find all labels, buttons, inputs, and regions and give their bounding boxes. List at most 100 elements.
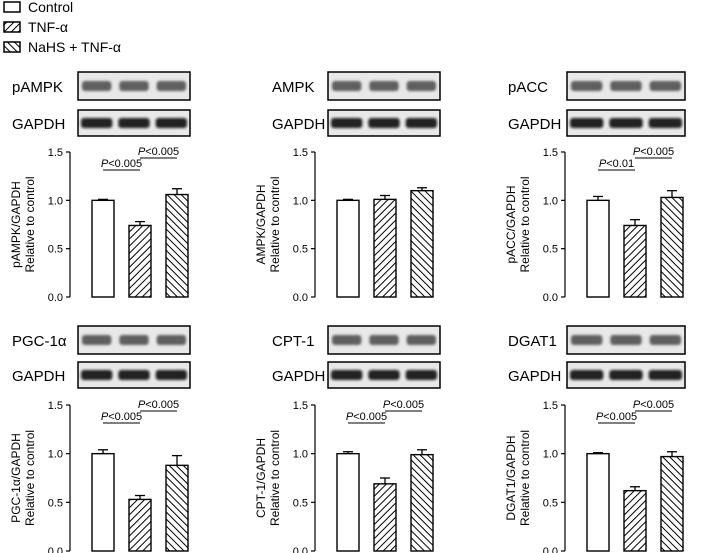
bar — [410, 189, 434, 298]
y-tick-label: 1.0 — [543, 449, 558, 461]
y-tick-label: 1.0 — [293, 195, 308, 207]
blot-band — [369, 335, 399, 345]
blot-band — [571, 81, 603, 91]
legend-item-tnf: TNF-α — [3, 19, 68, 35]
legend-label: TNF-α — [28, 19, 68, 35]
y-tick-label: 0.5 — [293, 244, 308, 256]
bar — [165, 464, 189, 552]
panel-pacc: pACC GAPDH 0.0 0.5 1.0 1.5 pACC/GAPDH Relative … — [504, 71, 686, 304]
blot-band — [610, 81, 642, 91]
blot-label-gapdh: GAPDH — [508, 368, 561, 385]
y-tick-label: 1.5 — [48, 400, 63, 412]
blot-band — [155, 370, 187, 380]
blot-band — [406, 335, 436, 345]
y-axis-label: pACC/GAPDH — [504, 185, 518, 263]
y-tick-label: 0.5 — [293, 497, 308, 509]
p-value-label: P<0.005 — [138, 399, 179, 411]
blot-band — [155, 118, 187, 128]
legend-swatch-nahs-tnf — [3, 41, 21, 53]
y-tick-label: 0.5 — [543, 497, 558, 509]
legend-item-control: Control — [3, 0, 73, 15]
y-tick-label: 1.0 — [48, 195, 63, 207]
y-tick-label: 1.5 — [293, 147, 308, 159]
y-axis-sublabel: Relative to control — [23, 430, 37, 526]
blot-label-gapdh: GAPDH — [508, 116, 561, 133]
blot-label: PGC-1α — [12, 333, 67, 350]
blot-band — [81, 370, 113, 380]
bar — [128, 224, 152, 298]
blot-band — [570, 118, 604, 128]
blot-band — [81, 118, 113, 128]
y-tick-label: 0.5 — [48, 497, 63, 509]
blot-label: CPT-1 — [272, 333, 315, 350]
y-axis-label: CPT-1/GAPDH — [254, 438, 268, 518]
blot-band — [649, 81, 681, 91]
y-tick-label: 0.0 — [543, 292, 558, 304]
y-axis-sublabel: Relative to control — [268, 430, 282, 526]
p-value-label: P<0.005 — [383, 399, 424, 411]
y-axis-label: PGC-1α/GAPDH — [9, 433, 23, 523]
y-tick-label: 1.5 — [293, 400, 308, 412]
blot-label-gapdh: GAPDH — [12, 116, 65, 133]
blot-band — [648, 370, 682, 380]
legend-swatch-tnf — [3, 21, 21, 33]
bar — [91, 452, 115, 552]
blot-label: pAMPK — [12, 79, 63, 96]
bar — [623, 224, 647, 298]
bar — [128, 498, 152, 552]
blot-band — [82, 81, 112, 91]
p-value-label: P<0.005 — [346, 411, 387, 423]
bar — [660, 196, 684, 298]
panel-ampk: AMPK GAPDH 0.0 0.5 1.0 1.5 AMPK/GAPDH Relative … — [254, 71, 441, 304]
y-axis-sublabel: Relative to control — [268, 176, 282, 272]
y-tick-label: 0.5 — [48, 244, 63, 256]
blot-band — [119, 335, 149, 345]
y-tick-label: 0.0 — [48, 546, 63, 553]
p-value-label: P<0.005 — [101, 411, 142, 423]
blot-band — [609, 118, 643, 128]
blot-label-gapdh: GAPDH — [272, 116, 325, 133]
y-axis-sublabel: Relative to control — [23, 176, 37, 272]
legend-swatch-control — [3, 1, 21, 13]
blot-label-gapdh: GAPDH — [272, 368, 325, 385]
blot-band — [331, 118, 363, 128]
blot-band — [649, 335, 681, 345]
y-axis-sublabel: Relative to control — [518, 430, 532, 526]
panel-dgat1: DGAT1 GAPDH 0.0 0.5 1.0 1.5 DGAT1/GAPDH Relativ… — [504, 325, 686, 553]
blot-band — [368, 370, 400, 380]
y-axis-label: AMPK/GAPDH — [254, 184, 268, 264]
panel-cpt-1: CPT-1 GAPDH 0.0 0.5 1.0 1.5 CPT-1/GAPDH Relativ… — [254, 325, 441, 553]
y-tick-label: 1.5 — [543, 400, 558, 412]
blot-band — [405, 118, 437, 128]
blot-band — [405, 370, 437, 380]
y-tick-label: 0.5 — [543, 244, 558, 256]
y-tick-label: 0.0 — [543, 546, 558, 553]
blot-band — [571, 335, 603, 345]
blot-band — [156, 81, 186, 91]
p-value-label: P<0.005 — [138, 146, 179, 158]
bar — [410, 453, 434, 552]
bar — [586, 452, 610, 552]
blot-band — [156, 335, 186, 345]
y-tick-label: 0.0 — [48, 292, 63, 304]
blot-band — [368, 118, 400, 128]
legend-item-nahs-tnf: NaHS + TNF-α — [3, 39, 121, 55]
legend-label: NaHS + TNF-α — [28, 39, 121, 55]
blot-band — [119, 81, 149, 91]
blot-band — [570, 370, 604, 380]
y-axis-label: pAMPK/GAPDH — [9, 181, 23, 268]
p-value-label: P<0.005 — [101, 158, 142, 170]
blot-band — [369, 81, 399, 91]
bar — [336, 199, 360, 298]
y-tick-label: 1.0 — [543, 195, 558, 207]
bar — [373, 198, 397, 298]
blot-band — [118, 370, 150, 380]
p-value-label: P<0.005 — [596, 411, 637, 423]
blot-band — [82, 335, 112, 345]
blot-band — [332, 335, 362, 345]
blot-band — [610, 335, 642, 345]
bar — [165, 193, 189, 298]
legend: Control TNF-α NaHS + TNF-α — [3, 0, 121, 55]
bar — [660, 455, 684, 552]
blot-band — [648, 118, 682, 128]
